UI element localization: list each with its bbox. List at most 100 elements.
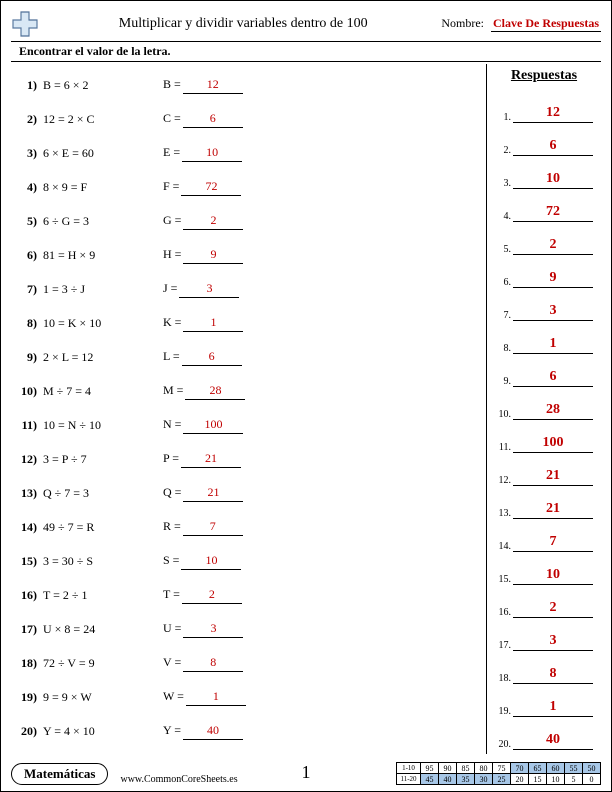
problem-answer-field: E =10 — [163, 145, 242, 162]
problem-equation: U × 8 = 24 — [43, 622, 163, 637]
grid-cell: 20 — [511, 774, 529, 785]
footer: Matemáticas www.CommonCoreSheets.es 1 1-… — [11, 759, 601, 785]
variable-label: P = — [163, 451, 179, 465]
problem-number: 7) — [17, 282, 43, 297]
problem-number: 5) — [17, 214, 43, 229]
answer-value: 2 — [513, 237, 593, 255]
variable-label: K = — [163, 315, 181, 329]
answer-row: 15.10 — [495, 552, 593, 585]
variable-label: T = — [163, 587, 180, 601]
problem-answer-field: B =12 — [163, 77, 243, 94]
problem-row: 3)6 × E = 60E =10 — [17, 136, 486, 170]
problem-answer-field: Q =21 — [163, 485, 243, 502]
answer-value: 8 — [513, 666, 593, 684]
header: Multiplicar y dividir variables dentro d… — [11, 9, 601, 39]
variable-label: B = — [163, 77, 181, 91]
answer-row: 9.6 — [495, 354, 593, 387]
problem-row: 15)3 = 30 ÷ SS =10 — [17, 544, 486, 578]
problem-number: 6) — [17, 248, 43, 263]
grid-cell: 60 — [547, 763, 565, 774]
variable-label: J = — [163, 281, 177, 295]
problem-row: 8)10 = K × 10K =1 — [17, 306, 486, 340]
name-label: Nombre: — [441, 16, 484, 30]
problem-row: 4)8 × 9 = FF =72 — [17, 170, 486, 204]
answer-row: 18.8 — [495, 651, 593, 684]
problem-row: 11)10 = N ÷ 10N =100 — [17, 408, 486, 442]
problem-equation: 3 = 30 ÷ S — [43, 554, 163, 569]
problems-area: 1)B = 6 × 2B =122)12 = 2 × CC =63)6 × E … — [11, 64, 486, 754]
answer-number: 3. — [495, 178, 513, 189]
answer-number: 14. — [495, 541, 513, 552]
answer-number: 18. — [495, 673, 513, 684]
problem-answer-field: G =2 — [163, 213, 243, 230]
grid-cell: 35 — [457, 774, 475, 785]
answer-row: 7.3 — [495, 288, 593, 321]
answer-row: 12.21 — [495, 453, 593, 486]
grid-cell: 75 — [493, 763, 511, 774]
problem-answer-field: M =28 — [163, 383, 245, 400]
problem-equation: 1 = 3 ÷ J — [43, 282, 163, 297]
answer-blank: 10 — [182, 145, 242, 162]
variable-label: Y = — [163, 723, 181, 737]
grid-cell: 70 — [511, 763, 529, 774]
name-field: Nombre: Clave De Respuestas — [441, 16, 601, 32]
answer-value: 3 — [513, 303, 593, 321]
problem-number: 20) — [17, 724, 43, 739]
answer-row: 5.2 — [495, 222, 593, 255]
worksheet-page: Multiplicar y dividir variables dentro d… — [0, 0, 612, 792]
problem-answer-field: J =3 — [163, 281, 239, 298]
problem-row: 9)2 × L = 12L =6 — [17, 340, 486, 374]
problem-equation: 3 = P ÷ 7 — [43, 452, 163, 467]
answer-number: 8. — [495, 343, 513, 354]
problem-answer-field: H =9 — [163, 247, 243, 264]
page-number: 1 — [302, 762, 311, 783]
answer-blank: 10 — [181, 553, 241, 570]
problem-answer-field: K =1 — [163, 315, 243, 332]
grid-cell: 90 — [439, 763, 457, 774]
answer-value: 10 — [513, 567, 593, 585]
variable-label: L = — [163, 349, 180, 363]
subject-box: Matemáticas — [11, 763, 108, 785]
grid-cell: 30 — [475, 774, 493, 785]
problem-row: 19)9 = 9 × WW =1 — [17, 680, 486, 714]
answer-value: 10 — [513, 171, 593, 189]
problem-equation: M ÷ 7 = 4 — [43, 384, 163, 399]
answer-blank: 28 — [185, 383, 245, 400]
problem-number: 16) — [17, 588, 43, 603]
answer-number: 16. — [495, 607, 513, 618]
answer-row: 8.1 — [495, 321, 593, 354]
answer-row: 4.72 — [495, 189, 593, 222]
problem-answer-field: F =72 — [163, 179, 241, 196]
answer-blank: 2 — [183, 213, 243, 230]
problem-number: 2) — [17, 112, 43, 127]
answer-value: 72 — [513, 204, 593, 222]
grid-cell: 45 — [421, 774, 439, 785]
problem-equation: 10 = N ÷ 10 — [43, 418, 163, 433]
answer-blank: 100 — [183, 417, 243, 434]
problem-equation: 8 × 9 = F — [43, 180, 163, 195]
problem-equation: 2 × L = 12 — [43, 350, 163, 365]
answer-blank: 21 — [183, 485, 243, 502]
answer-row: 17.3 — [495, 618, 593, 651]
grid-cell: 10 — [547, 774, 565, 785]
answer-blank: 1 — [183, 315, 243, 332]
problem-row: 17)U × 8 = 24U =3 — [17, 612, 486, 646]
answer-blank: 6 — [182, 349, 242, 366]
answer-number: 1. — [495, 112, 513, 123]
grid-cell: 50 — [583, 763, 601, 774]
answer-value: 6 — [513, 369, 593, 387]
answer-number: 17. — [495, 640, 513, 651]
problem-row: 12)3 = P ÷ 7P =21 — [17, 442, 486, 476]
answer-blank: 21 — [181, 451, 241, 468]
answer-blank: 9 — [183, 247, 243, 264]
problem-row: 5)6 ÷ G = 3G =2 — [17, 204, 486, 238]
problem-answer-field: L =6 — [163, 349, 242, 366]
problem-answer-field: N =100 — [163, 417, 243, 434]
answer-number: 5. — [495, 244, 513, 255]
worksheet-title: Multiplicar y dividir variables dentro d… — [45, 16, 441, 32]
problem-equation: Y = 4 × 10 — [43, 724, 163, 739]
problem-equation: 12 = 2 × C — [43, 112, 163, 127]
variable-label: Q = — [163, 485, 181, 499]
variable-label: H = — [163, 247, 181, 261]
grid-cell: 5 — [565, 774, 583, 785]
